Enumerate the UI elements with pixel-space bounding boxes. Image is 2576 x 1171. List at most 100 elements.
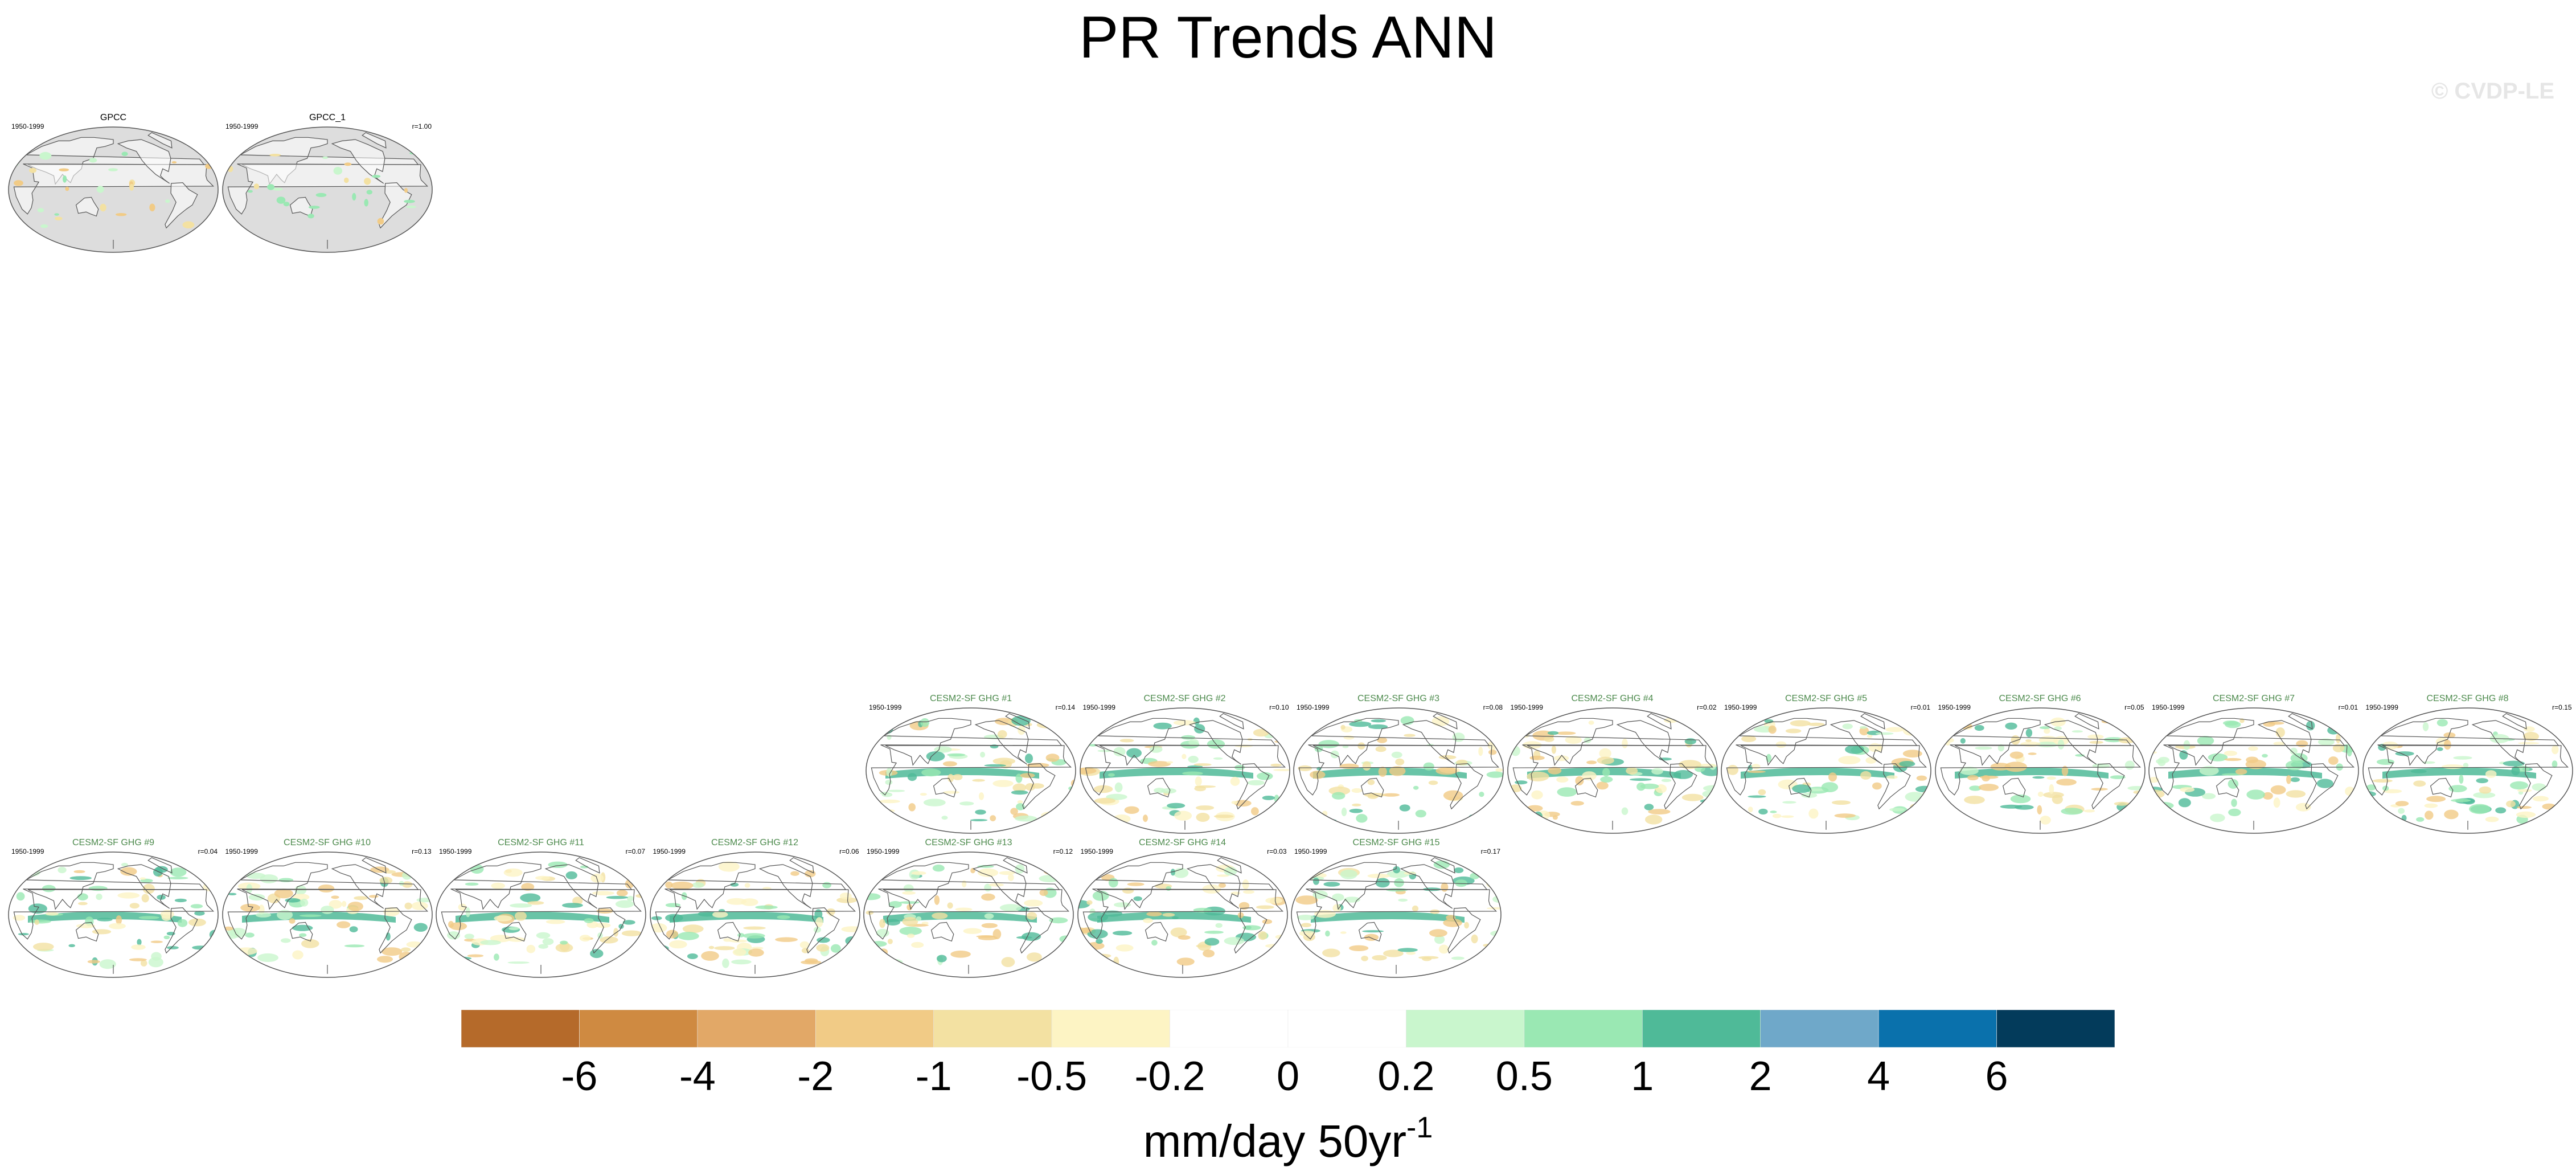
- trend-blob: [69, 876, 92, 881]
- trend-blob: [228, 881, 235, 885]
- continent-outline: [117, 864, 171, 909]
- trend-blob: [2422, 722, 2429, 731]
- trend-blob: [1916, 775, 1927, 781]
- trend-blob: [347, 902, 363, 911]
- colorbar-swatch: [1051, 1010, 1170, 1047]
- trend-blob: [748, 948, 764, 957]
- trend-blob: [527, 901, 544, 905]
- trend-blob: [888, 901, 902, 908]
- trend-blob: [1404, 734, 1416, 737]
- globe-map: [1934, 707, 2146, 834]
- trend-blob: [2523, 726, 2535, 732]
- globe-map: [863, 851, 1074, 978]
- trend-blob: [416, 898, 432, 903]
- trend-blob: [970, 819, 988, 821]
- panel-period: 1950-1999: [1294, 847, 1327, 855]
- continent-outline: [1940, 744, 2141, 796]
- trend-blob: [650, 879, 661, 887]
- trend-blob: [37, 208, 44, 212]
- panel-title: CESM2-SF GHG #9: [72, 838, 155, 847]
- trend-blob: [267, 184, 275, 190]
- watermark: © CVDP-LE: [2431, 79, 2554, 104]
- trend-blob: [116, 915, 122, 925]
- continent-outline: [1296, 889, 1498, 940]
- trend-blob: [542, 938, 554, 945]
- trend-blob: [880, 792, 890, 795]
- trend-blob: [907, 773, 917, 781]
- trend-blob: [1915, 785, 1931, 793]
- trend-blob: [99, 959, 116, 969]
- trend-blob: [34, 919, 39, 926]
- trend-blob: [2025, 728, 2032, 738]
- trend-blob: [984, 764, 1006, 767]
- trend-blob: [1340, 869, 1357, 879]
- trend-blob: [1565, 735, 1582, 744]
- trend-blob: [2046, 776, 2056, 780]
- panel-title: CESM2-SF GHG #2: [1143, 694, 1226, 703]
- trend-blob: [1724, 736, 1732, 739]
- trend-blob: [1842, 723, 1853, 730]
- panel-period: 1950-1999: [1080, 847, 1113, 855]
- trend-blob: [18, 933, 29, 936]
- trend-blob: [1112, 814, 1131, 824]
- trend-blob: [2028, 752, 2037, 755]
- panel-period: 1950-1999: [867, 847, 900, 855]
- trend-blob: [1859, 727, 1869, 736]
- trend-blob: [1077, 861, 1091, 871]
- trend-blob: [1860, 771, 1872, 780]
- trend-blob: [333, 167, 343, 175]
- trend-blob: [1375, 878, 1390, 888]
- ensemble-member-map-panel: CESM2-SF GHG #14 1950-1999 r=0.03: [1076, 838, 1289, 980]
- panel-period: 1950-1999: [11, 847, 44, 855]
- continent-outline: [789, 857, 814, 874]
- trend-blob: [1383, 949, 1404, 957]
- ensemble-member-map-panel: CESM2-SF GHG #4 1950-1999 r=0.02: [1506, 694, 1719, 836]
- trend-blob: [2296, 740, 2308, 747]
- trend-blob: [744, 883, 750, 888]
- trend-blob: [903, 884, 914, 892]
- trend-blob: [2516, 811, 2536, 818]
- continent-outline: [880, 862, 1060, 910]
- map-border: [222, 126, 433, 253]
- trend-blob: [698, 911, 716, 917]
- trend-blob: [876, 928, 889, 937]
- trend-blob: [1086, 900, 1093, 905]
- trend-blob: [776, 915, 790, 919]
- trend-blob: [259, 874, 278, 883]
- continent-outline: [871, 744, 1072, 796]
- continent-outline: [441, 889, 642, 940]
- panel-title: CESM2-SF GHG #4: [1571, 694, 1654, 703]
- trend-blob: [448, 921, 454, 928]
- trend-blob: [1343, 735, 1355, 740]
- trend-blob: [2424, 803, 2438, 808]
- trend-blob: [1960, 738, 1966, 744]
- trend-blob: [2347, 746, 2352, 757]
- trend-blob: [1434, 935, 1445, 944]
- trend-blob: [595, 923, 611, 928]
- trend-blob: [934, 895, 940, 905]
- colorbar-tick-label: 4: [1867, 1054, 1890, 1099]
- trend-blob: [992, 780, 1014, 787]
- trend-blob: [1025, 754, 1033, 764]
- trend-blob: [2468, 804, 2491, 814]
- trend-blob: [1237, 912, 1244, 918]
- colorbar-swatch: [1524, 1010, 1643, 1047]
- trend-blob: [1052, 718, 1068, 723]
- trend-blob: [1176, 957, 1195, 966]
- trend-blob: [400, 947, 411, 952]
- globe-map: [649, 851, 860, 978]
- colorbar-swatch: [1287, 1010, 1406, 1047]
- trend-blob: [977, 868, 999, 877]
- trend-blob: [1330, 750, 1339, 759]
- trend-blob: [1455, 879, 1467, 887]
- trend-blob: [1024, 899, 1043, 907]
- trend-blob: [1043, 962, 1055, 967]
- continent-outline: [13, 889, 215, 940]
- trend-blob: [54, 213, 59, 216]
- trend-blob: [816, 937, 830, 943]
- trend-blob: [1543, 736, 1554, 742]
- trend-blob: [998, 730, 1007, 739]
- trend-blob: [117, 892, 140, 899]
- trend-blob: [1968, 785, 1981, 791]
- trend-blob: [1171, 916, 1179, 919]
